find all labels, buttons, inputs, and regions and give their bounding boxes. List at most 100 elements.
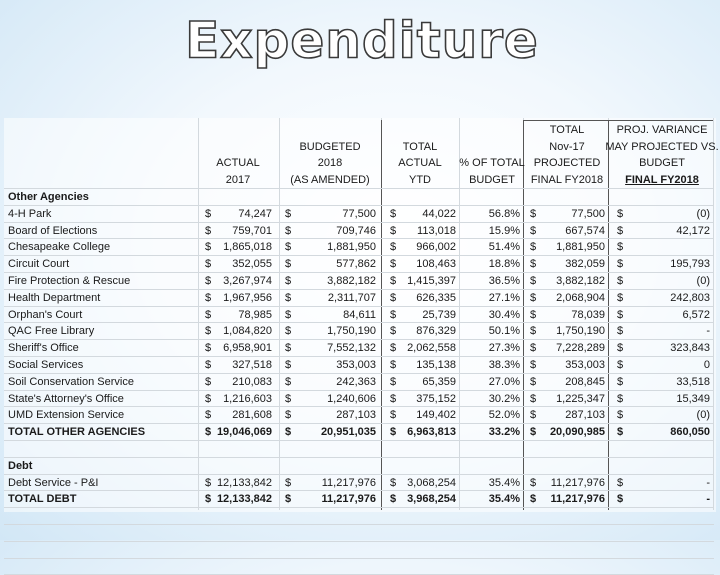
cell-value: 382,059: [565, 258, 605, 271]
cell-value: 966,002: [416, 241, 456, 254]
cell-value: 135,138: [416, 359, 456, 371]
cell-value: 149,402: [416, 409, 456, 422]
cell-value: 353,003: [336, 359, 376, 371]
grid-line: [4, 272, 714, 273]
currency-sign: $: [390, 325, 397, 338]
column-header: PROJ. VARIANCE: [616, 124, 708, 136]
cell-value: (0): [696, 207, 710, 220]
row-label: Health Department: [8, 291, 101, 304]
grid-line: [4, 557, 714, 559]
grid-line: [4, 456, 714, 458]
grid-line: [279, 118, 280, 510]
cell-value: 1,225,347: [556, 392, 605, 405]
cell-value: 51.4%: [488, 241, 520, 254]
grid-line: [4, 406, 714, 408]
grid-line: [4, 356, 714, 357]
cell-value: 1,750,190: [327, 325, 376, 338]
column-header: % OF TOTAL: [459, 157, 525, 169]
row-label: TOTAL OTHER AGENCIES: [8, 426, 146, 439]
currency-sign: $: [617, 207, 624, 220]
cell-value: 35.4%: [488, 493, 520, 506]
cell-value: 84,611: [343, 308, 376, 321]
cell-value: 242,803: [670, 291, 710, 304]
grid-line: [713, 118, 714, 510]
currency-sign: $: [390, 258, 397, 271]
grid-line: [4, 221, 714, 223]
grid-line: [4, 322, 714, 324]
currency-sign: $: [205, 291, 212, 304]
column-header: Nov-17: [549, 141, 585, 153]
currency-sign: $: [285, 409, 292, 422]
currency-sign: $: [390, 409, 397, 422]
currency-sign: $: [390, 207, 397, 220]
currency-sign: $: [530, 392, 537, 405]
cell-value: 25,739: [422, 308, 456, 321]
cell-value: 287,103: [565, 409, 605, 422]
cell-value: 18.8%: [488, 258, 520, 271]
currency-sign: $: [390, 493, 397, 506]
row-label: Chesapeake College: [8, 241, 111, 254]
cell-value: 287,103: [336, 409, 376, 422]
grid-line: [4, 238, 714, 240]
currency-sign: $: [617, 426, 624, 439]
cell-value: 3,882,182: [327, 275, 376, 287]
currency-sign: $: [205, 275, 212, 287]
column-header: TOTAL: [402, 141, 438, 153]
currency-sign: $: [285, 308, 292, 321]
currency-sign: $: [390, 375, 397, 388]
cell-value: 759,701: [232, 224, 272, 237]
currency-sign: $: [530, 275, 537, 287]
currency-sign: $: [530, 207, 537, 220]
column-header: PROJECTED: [533, 157, 601, 169]
grid-line: [4, 524, 714, 525]
cell-value: 11,217,976: [550, 493, 605, 506]
cell-value: 876,329: [416, 325, 456, 338]
cell-value: 323,843: [670, 342, 710, 355]
currency-sign: $: [530, 258, 537, 271]
currency-sign: $: [205, 476, 212, 489]
column-header: ACTUAL: [398, 157, 442, 169]
cell-value: 0: [703, 359, 710, 371]
row-label: Board of Elections: [8, 224, 98, 237]
grid-line: [4, 288, 714, 290]
page-title: Expenditure: [185, 12, 539, 70]
cell-value: 11,217,976: [550, 476, 605, 489]
cell-value: 11,217,976: [321, 476, 376, 489]
currency-sign: $: [530, 291, 537, 304]
cell-value: 12,133,842: [216, 493, 272, 506]
currency-sign: $: [285, 426, 292, 439]
cell-value: 38.3%: [488, 359, 520, 371]
currency-sign: $: [617, 258, 624, 271]
cell-value: -: [706, 325, 710, 338]
grid-line: [4, 507, 714, 509]
row-label: 4-H Park: [8, 207, 52, 220]
cell-value: 353,003: [565, 359, 605, 371]
currency-sign: $: [617, 359, 624, 371]
cell-value: 281,608: [232, 409, 272, 422]
currency-sign: $: [205, 342, 212, 355]
cell-value: 35.4%: [488, 476, 520, 489]
cell-value: 577,862: [336, 258, 376, 271]
cell-value: 15.9%: [488, 224, 520, 237]
currency-sign: $: [390, 291, 397, 304]
cell-value: 667,574: [565, 224, 605, 237]
column-header: BUDGETED: [299, 141, 361, 153]
currency-sign: $: [530, 308, 537, 321]
title-area: Expenditure: [184, 11, 539, 71]
currency-sign: $: [285, 325, 292, 338]
currency-sign: $: [285, 275, 292, 287]
currency-sign: $: [285, 342, 292, 355]
cell-value: 860,050: [670, 426, 710, 439]
column-header: FINAL FY2018: [530, 174, 604, 186]
column-header: TOTAL: [549, 124, 585, 136]
currency-sign: $: [530, 409, 537, 422]
currency-sign: $: [617, 308, 624, 321]
cell-value: 6,963,813: [407, 426, 456, 439]
currency-sign: $: [205, 493, 212, 506]
cell-value: 108,463: [416, 258, 456, 271]
currency-sign: $: [285, 359, 292, 371]
cell-value: 1,216,603: [223, 392, 272, 405]
currency-sign: $: [390, 342, 397, 355]
row-label: Fire Protection & Rescue: [8, 275, 131, 287]
cell-value: 1,084,820: [223, 325, 272, 338]
